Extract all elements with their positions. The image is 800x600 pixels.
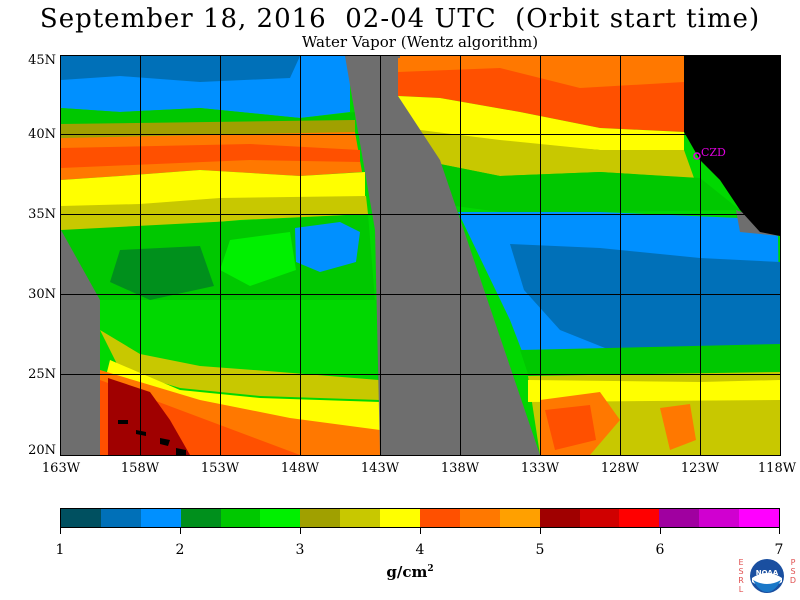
esrl-psd-noaa-logo: E S R L NOAA P S D <box>736 558 798 598</box>
colorbar-segment-18 <box>739 509 780 527</box>
colorbar-units: g/cm2 <box>360 563 460 581</box>
colorbar-segment-11 <box>459 509 500 527</box>
czd-station-marker <box>693 152 701 160</box>
patch-orange-se2 <box>660 404 696 450</box>
lon-label-153w: 153W <box>200 461 240 476</box>
colorbar-label-4: 4 <box>415 542 425 558</box>
gap-central-swath2 <box>350 56 400 58</box>
band-darkred-southwest <box>108 378 190 455</box>
czd-station-label: CZD <box>701 146 726 159</box>
colorbar-tick-2 <box>180 528 181 534</box>
psd-letters: P S D <box>789 558 797 585</box>
colorbar-label-1: 1 <box>55 542 65 558</box>
band-darkblue-nw <box>61 56 300 82</box>
colorbar-segment-9 <box>380 509 421 527</box>
lon-label-133w: 133W <box>520 461 560 476</box>
colorbar-segment-14 <box>579 509 620 527</box>
colorbar-tick-7 <box>779 528 780 534</box>
colorbar-segment-16 <box>659 509 700 527</box>
colorbar-segment-3 <box>140 509 181 527</box>
lat-label-25n: 25N <box>28 367 56 382</box>
colorbar-segment-4 <box>180 509 221 527</box>
band-redorange-north <box>61 144 360 168</box>
patch-darkgreen-central <box>110 246 214 300</box>
patch-blue-central <box>295 222 360 272</box>
land-california <box>684 56 780 236</box>
lon-label-143w: 143W <box>360 461 400 476</box>
colorbar-label-3: 3 <box>295 542 305 558</box>
colorbar-tick-3 <box>300 528 301 534</box>
lon-label-138w: 138W <box>440 461 480 476</box>
lat-label-35n: 35N <box>28 207 56 222</box>
lat-label-20n: 20N <box>28 443 56 458</box>
colorbar-tick-4 <box>420 528 421 534</box>
colorbar-segment-2 <box>100 509 141 527</box>
colorbar-segment-7 <box>300 509 341 527</box>
colorbar-segment-15 <box>619 509 660 527</box>
water-vapor-map: CZD <box>60 55 781 456</box>
colorbar-segment-8 <box>340 509 381 527</box>
colorbar-tick-1 <box>60 528 61 534</box>
hawaii-islands <box>118 420 186 455</box>
gap-west-edge <box>61 56 100 455</box>
units-exponent: 2 <box>427 564 434 574</box>
colorbar-segment-6 <box>260 509 301 527</box>
colorbar <box>60 508 780 528</box>
units-base: g/cm <box>386 563 428 581</box>
lon-label-163w: 163W <box>41 461 81 476</box>
colorbar-segment-1 <box>61 509 101 527</box>
lon-label-123w: 123W <box>680 461 720 476</box>
patch-redorange-se1 <box>545 405 596 450</box>
esrl-letters: E S R L <box>738 558 744 594</box>
colorbar-tick-5 <box>540 528 541 534</box>
band-yellow-south-w <box>80 300 378 380</box>
band-olive-ne <box>420 130 694 178</box>
lon-label-128w: 128W <box>600 461 640 476</box>
lat-label-45n: 45N <box>28 53 56 68</box>
patch-lime-central <box>220 232 296 286</box>
colorbar-segment-17 <box>699 509 740 527</box>
band-darkblue-east <box>510 244 780 360</box>
colorbar-label-5: 5 <box>535 542 545 558</box>
colorbar-label-2: 2 <box>175 542 185 558</box>
lon-label-148w: 148W <box>280 461 320 476</box>
map-frame <box>60 55 781 456</box>
colorbar-label-7: 7 <box>774 542 784 558</box>
colorbar-segment-12 <box>499 509 540 527</box>
colorbar-segment-13 <box>539 509 580 527</box>
lon-label-158w: 158W <box>120 461 160 476</box>
band-olive-south-w <box>100 330 380 400</box>
map-title: September 18, 2016 02-04 UTC (Orbit star… <box>39 4 761 34</box>
map-subtitle: Water Vapor (Wentz algorithm) <box>301 33 539 51</box>
gap-central-swath <box>345 56 540 455</box>
colorbar-segment-5 <box>220 509 261 527</box>
band-green-southeast <box>520 344 780 380</box>
colorbar-label-6: 6 <box>655 542 665 558</box>
noaa-seal-icon: NOAA <box>750 559 784 593</box>
band-green-ne <box>440 164 740 212</box>
map-grid <box>61 56 780 455</box>
colorbar-segment-10 <box>420 509 460 527</box>
colorbar-tick-6 <box>660 528 661 534</box>
svg-text:NOAA: NOAA <box>756 569 779 577</box>
lat-label-40n: 40N <box>28 127 56 142</box>
lat-label-30n: 30N <box>28 287 56 302</box>
lon-label-118w: 118W <box>757 461 797 476</box>
